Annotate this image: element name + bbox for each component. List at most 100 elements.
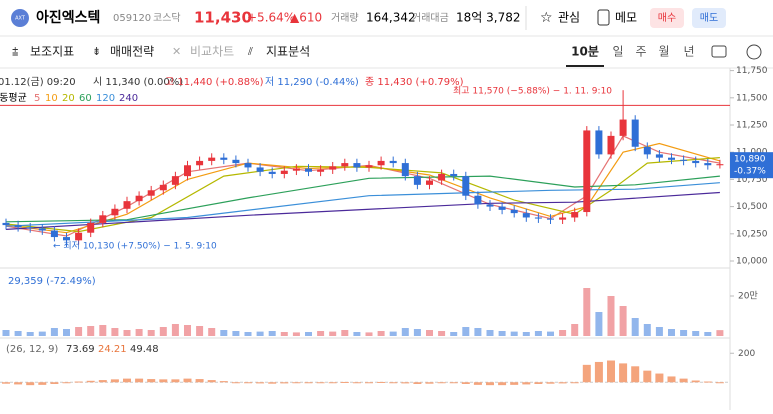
macd-bar [159, 379, 168, 383]
toolbar-item[interactable]: 매매전략 [110, 45, 154, 59]
candle-body [256, 167, 264, 172]
volume-bar [14, 331, 22, 336]
macd-bar [38, 382, 47, 385]
capture-icon[interactable] [711, 45, 727, 58]
volume-bar [341, 330, 349, 336]
candle-body [111, 208, 119, 216]
toolbar-item[interactable]: 지표분석 [266, 45, 310, 59]
candle-body [353, 163, 361, 168]
toolbar-icon[interactable]: ⫽ [247, 45, 253, 58]
change-pct: +5.64% [247, 11, 295, 25]
volume-bar [668, 329, 675, 336]
macd-v1: 73.69 [66, 344, 95, 355]
candle-body [462, 176, 470, 196]
volume-bar [329, 331, 337, 336]
price-badge-label: 10,890 [734, 155, 766, 165]
toolbar-icon[interactable]: ⩲ [12, 45, 18, 58]
favorite[interactable]: 관심 [558, 11, 580, 25]
macd-bar [437, 382, 446, 384]
sell-button[interactable] [692, 8, 726, 28]
macd-bar [413, 382, 422, 384]
info-date: 01.12(금) 09:20 [0, 76, 76, 88]
volume-bar [547, 331, 554, 336]
macd-v2: 24.21 [98, 344, 127, 355]
candle-body [704, 163, 712, 166]
toolbar-icon[interactable]: ✕ [172, 45, 181, 58]
max-note: 최고 11,570 (−5.88%) − 1. 11. 9:10 [453, 86, 612, 97]
macd-bar [231, 382, 240, 384]
macd-bar [461, 382, 470, 384]
macd-bar [256, 382, 265, 384]
volume-bar [716, 330, 724, 336]
volume-label: 거래량 [331, 12, 359, 24]
period[interactable]: 월 [658, 45, 669, 59]
volume-bar [680, 330, 688, 336]
volume-bar [474, 328, 482, 336]
candle-body [534, 217, 542, 219]
star-icon[interactable]: ☆ [540, 10, 553, 26]
buy-button[interactable] [650, 8, 684, 28]
macd-bar [655, 373, 664, 383]
candle-body [135, 195, 143, 202]
candle-body [680, 159, 688, 161]
volume: 164,342 [366, 11, 416, 25]
volume-bar [268, 331, 276, 336]
candle-body [99, 215, 107, 223]
settings-icon[interactable] [746, 44, 762, 60]
volume-tick-label: 20만 [738, 291, 758, 302]
macd-bar [473, 382, 482, 385]
candle-body [305, 168, 312, 172]
volume-bar [135, 329, 143, 336]
volume-bar [619, 306, 627, 336]
y-tick-label: 11,500 [736, 93, 768, 103]
y-tick-label: 11,250 [736, 121, 768, 131]
candle-body [486, 204, 494, 207]
toolbar-icon[interactable]: ⇟ [92, 45, 101, 58]
volume-bar [438, 331, 446, 336]
period[interactable]: 주 [635, 45, 646, 59]
memo[interactable]: 메모 [615, 11, 637, 25]
macd-bar [679, 378, 688, 383]
volume-bar [462, 327, 470, 336]
volume-bar [2, 330, 10, 336]
candle-body [50, 230, 58, 238]
volume-bar [522, 332, 530, 336]
volume-bar [256, 331, 264, 336]
sell[interactable]: 매도 [700, 12, 718, 24]
candle-body [26, 227, 34, 229]
macd-bar [2, 382, 10, 384]
macd-bar [486, 382, 494, 386]
volume-bar [184, 325, 191, 336]
candle-body [123, 201, 131, 209]
volume-bar [498, 331, 506, 336]
price-badge [730, 152, 773, 179]
candle-body [413, 176, 421, 185]
volume-bar [63, 329, 70, 336]
stock-code: 059120 [113, 13, 151, 24]
toolbar-item[interactable]: 비교차트 [190, 45, 234, 59]
volume-bar [220, 330, 228, 336]
candle-body [38, 228, 46, 231]
y-tick-label: 10,000 [736, 257, 768, 267]
macd-bar [86, 380, 95, 383]
period[interactable]: 일 [612, 45, 623, 59]
volume-bar [280, 332, 288, 336]
volume-bar [559, 330, 567, 336]
volume-bar [232, 331, 240, 336]
macd-bar [171, 379, 180, 383]
candle-body [196, 160, 204, 166]
period[interactable]: 년 [683, 45, 694, 59]
candle-body [147, 190, 155, 196]
price-badge-pct: -0.37% [734, 167, 766, 177]
macd-bar [98, 380, 107, 383]
buy[interactable]: 매수 [658, 12, 676, 24]
volume-label: 29,359 (-72.49%) [8, 276, 96, 287]
candle-body [571, 212, 579, 218]
macd-bar [498, 382, 507, 386]
candle-body [426, 180, 433, 185]
period[interactable]: 10분 [571, 45, 599, 59]
toolbar-item[interactable]: 보조지표 [30, 45, 74, 59]
candle-body [292, 168, 300, 171]
macd-bar [110, 379, 119, 383]
memo-icon[interactable] [597, 9, 610, 26]
